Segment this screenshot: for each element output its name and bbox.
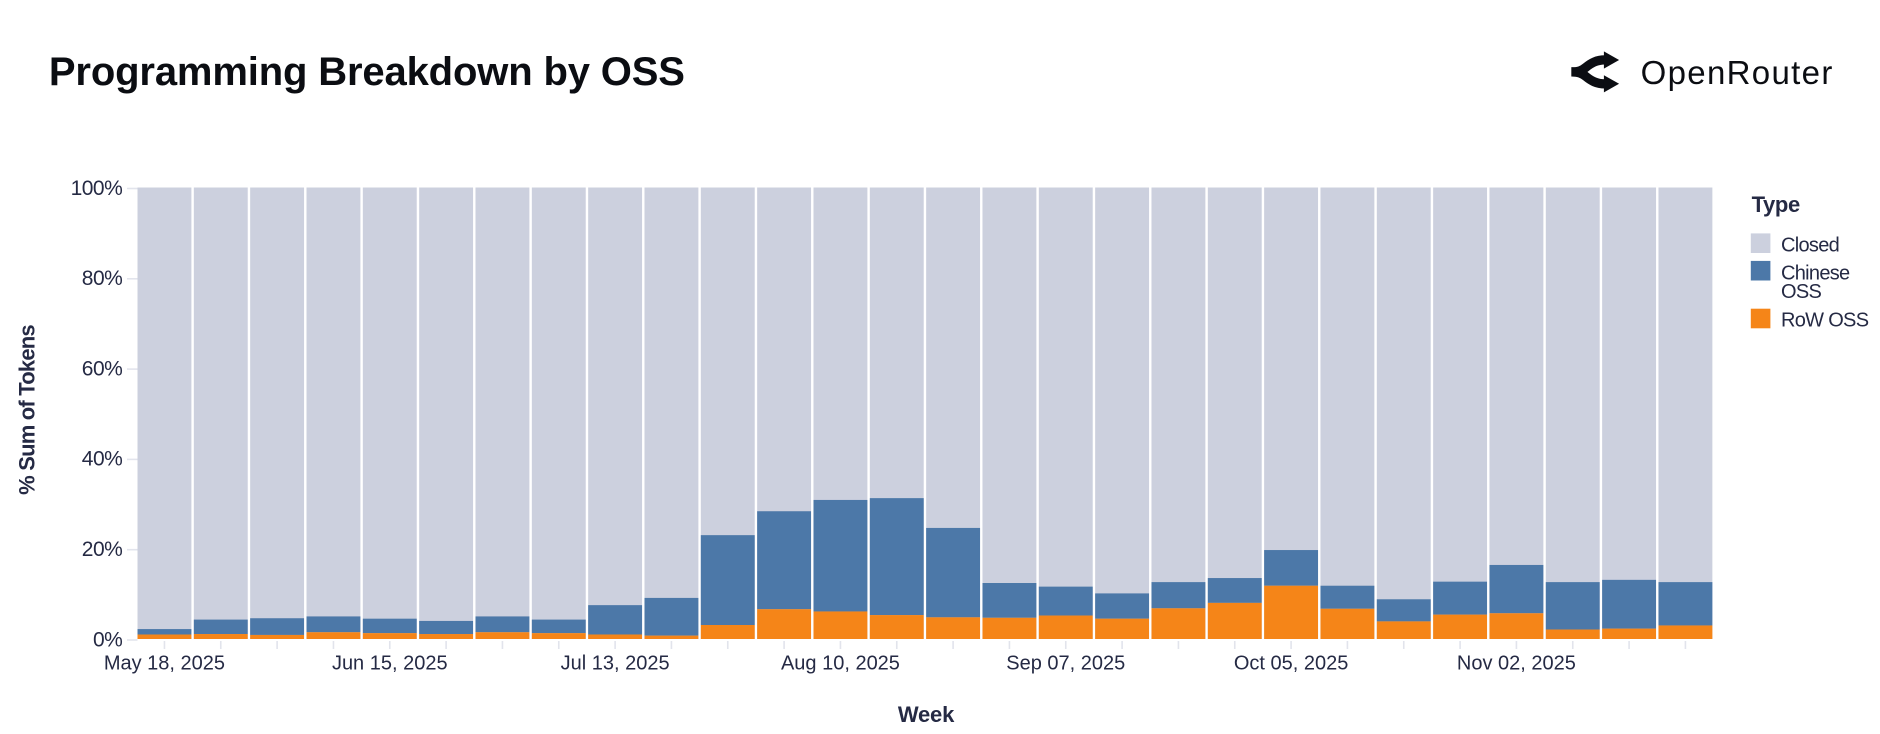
svg-text:Type: Type <box>1752 192 1800 217</box>
svg-text:Aug 10, 2025: Aug 10, 2025 <box>781 653 900 675</box>
svg-text:Closed: Closed <box>1781 235 1839 257</box>
svg-text:Sep 07, 2025: Sep 07, 2025 <box>1006 653 1125 675</box>
svg-text:40%: 40% <box>82 448 123 471</box>
svg-text:Week: Week <box>898 702 955 727</box>
svg-text:80%: 80% <box>82 267 123 290</box>
svg-text:Oct 05, 2025: Oct 05, 2025 <box>1234 653 1349 675</box>
svg-text:0%: 0% <box>93 628 122 651</box>
svg-text:60%: 60% <box>82 357 123 380</box>
svg-text:OSS: OSS <box>1781 281 1821 303</box>
svg-text:Jul 13, 2025: Jul 13, 2025 <box>561 653 670 675</box>
svg-text:Jun 15, 2025: Jun 15, 2025 <box>332 653 448 675</box>
svg-text:Chinese: Chinese <box>1781 262 1850 284</box>
svg-text:May 18, 2025: May 18, 2025 <box>104 653 225 675</box>
svg-text:RoW OSS: RoW OSS <box>1781 310 1869 332</box>
svg-text:OpenRouter: OpenRouter <box>1641 54 1834 91</box>
svg-text:Programming Breakdown by OSS: Programming Breakdown by OSS <box>49 50 685 94</box>
svg-text:% Sum of Tokens: % Sum of Tokens <box>14 325 39 495</box>
svg-text:20%: 20% <box>82 538 123 561</box>
svg-text:100%: 100% <box>71 177 123 200</box>
svg-text:Nov 02, 2025: Nov 02, 2025 <box>1457 653 1576 675</box>
